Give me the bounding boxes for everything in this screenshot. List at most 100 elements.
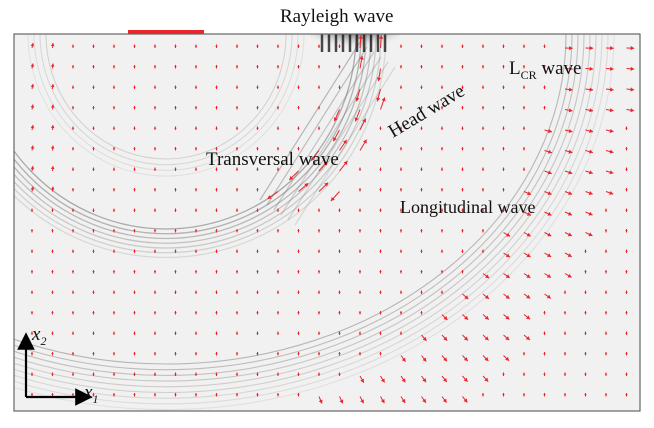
displacement-arrow (522, 126, 526, 130)
displacement-arrow (256, 188, 259, 192)
displacement-arrow (92, 270, 95, 274)
displacement-arrow (359, 55, 364, 69)
displacement-arrow (564, 191, 573, 195)
displacement-arrow (604, 208, 608, 212)
displacement-arrow (194, 290, 198, 294)
displacement-arrow (585, 128, 594, 133)
displacement-arrow (379, 352, 382, 356)
displacement-arrow (235, 393, 239, 397)
displacement-arrow (317, 229, 321, 233)
displacement-arrow (194, 372, 198, 376)
displacement-arrow (502, 208, 505, 212)
displacement-arrow (174, 249, 177, 253)
displacement-arrow (379, 311, 382, 315)
displacement-arrow (625, 331, 628, 335)
displacement-arrow (338, 249, 341, 253)
displacement-arrow (461, 106, 464, 110)
displacement-arrow (522, 85, 526, 89)
displacement-arrow (297, 85, 300, 89)
displacement-arrow (71, 229, 75, 233)
displacement-arrow (92, 290, 95, 294)
displacement-arrow (298, 182, 309, 192)
displacement-arrow (235, 126, 239, 130)
displacement-arrow (256, 85, 259, 89)
displacement-arrow (399, 270, 403, 274)
displacement-arrow (522, 393, 526, 397)
displacement-arrow (523, 232, 531, 237)
displacement-arrow (112, 270, 116, 274)
displacement-arrow (625, 167, 628, 171)
displacement-arrow (420, 126, 423, 130)
displacement-arrow (421, 334, 427, 342)
displacement-arrow (462, 396, 468, 403)
longitudinal-wave-label: Longitudinal wave (400, 197, 535, 217)
displacement-arrow (276, 85, 280, 89)
displacement-arrow (215, 208, 218, 212)
displacement-arrow (153, 311, 157, 315)
displacement-arrow (92, 167, 95, 171)
displacement-arrow (440, 85, 444, 89)
displacement-arrow (543, 352, 546, 356)
displacement-arrow (358, 35, 363, 49)
displacement-arrow (297, 126, 300, 130)
displacement-arrow (338, 229, 341, 233)
displacement-arrow (440, 208, 444, 212)
displacement-arrow (359, 139, 368, 151)
displacement-arrow (276, 331, 280, 335)
displacement-arrow (358, 229, 362, 233)
displacement-arrow (276, 147, 280, 151)
displacement-arrow (338, 372, 341, 376)
displacement-arrow (523, 273, 531, 279)
x1-var: x (83, 382, 93, 403)
displacement-arrow (215, 85, 218, 89)
displacement-arrow (584, 311, 587, 315)
longitudinal-wavefront (14, 34, 609, 405)
displacement-arrow (112, 147, 116, 151)
displacement-arrow (256, 147, 259, 151)
displacement-arrow (481, 229, 485, 233)
displacement-arrow (585, 211, 593, 216)
displacement-arrow (92, 393, 95, 397)
displacement-arrow (297, 393, 300, 397)
displacement-arrow (71, 147, 75, 151)
displacement-arrow (359, 396, 365, 404)
displacement-arrow (235, 85, 239, 89)
displacement-arrow (71, 65, 75, 69)
displacement-arrow (462, 314, 469, 321)
longitudinal-wavefront (14, 34, 585, 382)
displacement-arrow (297, 147, 300, 151)
displacement-arrow (235, 372, 239, 376)
displacement-arrow (584, 290, 587, 294)
displacement-arrow (71, 167, 75, 171)
displacement-arrow (481, 188, 485, 192)
displacement-arrow (605, 170, 614, 175)
displacement-arrow (256, 229, 259, 233)
displacement-arrow (112, 44, 116, 48)
inner-wavefront (45, 34, 287, 160)
displacement-arrow (112, 65, 116, 69)
displacement-arrow (153, 126, 157, 130)
lcr-tail: wave (537, 58, 582, 79)
displacement-arrow (420, 270, 423, 274)
displacement-arrow (522, 167, 526, 171)
displacement-arrow (317, 352, 321, 356)
displacement-arrow (585, 170, 593, 175)
displacement-arrow (605, 128, 614, 133)
displacement-arrow (543, 85, 546, 89)
displacement-arrow (441, 314, 448, 321)
displacement-arrow (604, 229, 608, 233)
displacement-arrow (482, 334, 489, 341)
displacement-arrow (544, 232, 552, 237)
displacement-arrow (503, 334, 510, 341)
displacement-arrow (626, 46, 635, 51)
displacement-arrow (112, 311, 116, 315)
displacement-arrow (420, 290, 423, 294)
displacement-arrow (482, 375, 489, 382)
displacement-arrow (522, 372, 526, 376)
displacement-arrow (399, 85, 403, 89)
displacement-arrow (399, 126, 403, 130)
displacement-arrow (461, 270, 464, 274)
displacement-arrow (604, 352, 608, 356)
displacement-arrow (503, 314, 510, 320)
displacement-arrow (30, 290, 34, 294)
